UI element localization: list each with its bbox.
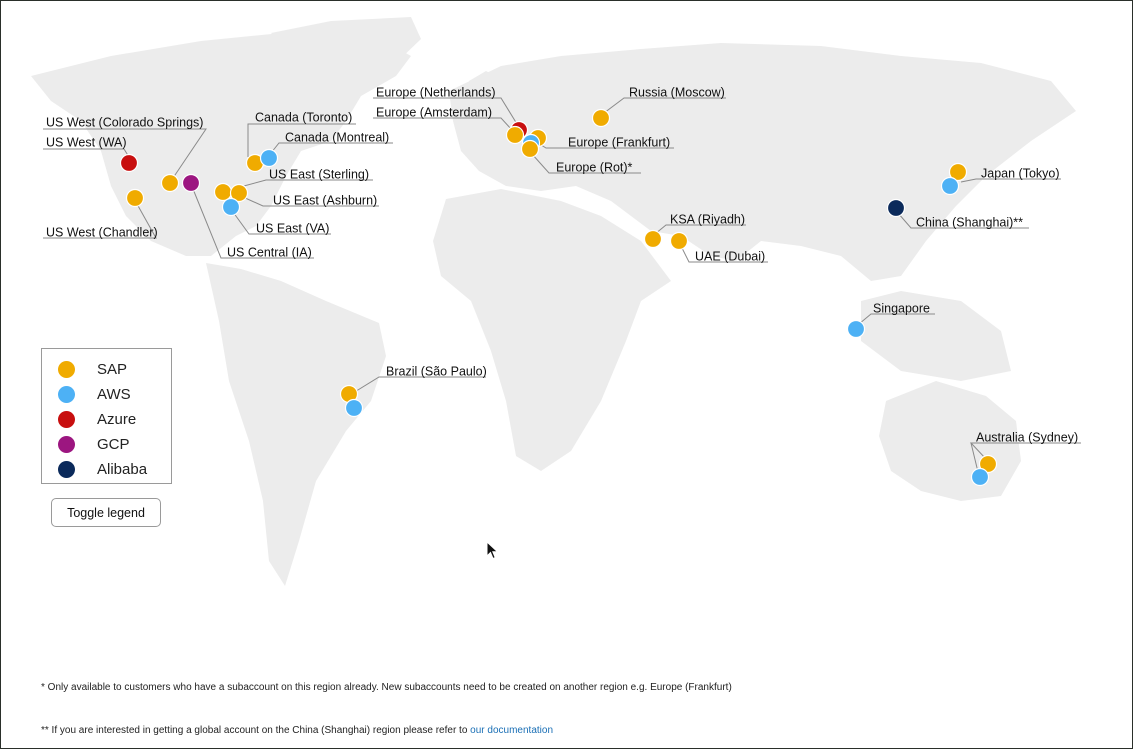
region-label-singapore: Singapore	[873, 301, 930, 315]
region-label-us-west-colorado: US West (Colorado Springs)	[46, 115, 203, 129]
region-label-australia-sydney: Australia (Sydney)	[976, 430, 1078, 444]
leader-line-canada-montreal	[270, 142, 393, 154]
leader-line-ksa-riyadh	[654, 224, 746, 235]
region-marker-us-west-colorado-sap[interactable]	[160, 173, 180, 193]
sap-dot-icon	[58, 360, 75, 378]
gcp-dot-icon	[58, 435, 75, 453]
documentation-link[interactable]: our documentation	[470, 725, 554, 736]
leader-line-brazil-sao-paulo	[352, 376, 486, 394]
region-marker-us-east-ashburn-sap[interactable]	[229, 183, 249, 203]
leader-line-us-east-ashburn	[242, 196, 379, 207]
provider-legend: SAP AWS Azure GCP Alibaba	[41, 348, 172, 484]
region-label-europe-frankfurt: Europe (Frankfurt)	[568, 135, 670, 149]
region-label-brazil-sao-paulo: Brazil (São Paulo)	[386, 364, 487, 378]
leader-line-uae-dubai	[680, 245, 768, 263]
legend-label: AWS	[97, 385, 131, 403]
region-label-russia-moscow: Russia (Moscow)	[629, 85, 725, 99]
landmass-0	[31, 31, 411, 256]
region-leader-lines	[43, 97, 1081, 473]
toggle-legend-button[interactable]: Toggle legend	[51, 498, 161, 527]
leader-line-us-west-colorado	[43, 128, 207, 179]
region-label-china-shanghai: China (Shanghai)**	[916, 215, 1023, 229]
region-label-us-west-wa: US West (WA)	[46, 135, 127, 149]
region-marker-brazil-sao-paulo-aws[interactable]	[344, 398, 364, 418]
leader-line-canada-toronto	[247, 123, 356, 157]
landmass-1	[271, 17, 421, 73]
landmass-2	[206, 263, 386, 586]
region-marker-australia-sydney-aws[interactable]	[970, 467, 990, 487]
region-marker-us-west-chandler-sap[interactable]	[125, 188, 145, 208]
region-marker-us-east-sterling-sap[interactable]	[213, 182, 233, 202]
legend-item-gcp: GCP	[42, 434, 130, 454]
world-landmass	[31, 17, 1076, 586]
leader-line-japan-tokyo	[960, 178, 1061, 183]
leader-line-europe-netherlands	[373, 97, 518, 125]
leader-line-singapore	[858, 313, 935, 325]
region-label-canada-toronto: Canada (Toronto)	[255, 110, 352, 124]
leader-line-russia-moscow	[603, 97, 726, 114]
footnote-shanghai: ** If you are interested in getting a gl…	[41, 725, 553, 736]
leader-line-us-east-va	[232, 211, 331, 235]
region-marker-russia-moscow-sap[interactable]	[591, 108, 611, 128]
region-marker-japan-tokyo-aws[interactable]	[940, 176, 960, 196]
legend-label: SAP	[97, 360, 128, 378]
legend-label: Alibaba	[97, 460, 148, 478]
region-label-japan-tokyo: Japan (Tokyo)	[981, 166, 1060, 180]
region-marker-us-west-wa-azure[interactable]	[119, 153, 139, 173]
region-marker-europe-amsterdam-sap[interactable]	[505, 125, 525, 145]
leader-line-europe-amsterdam	[373, 117, 513, 131]
region-labels: US West (Colorado Springs) US West (WA) US…	[46, 85, 1078, 444]
legend-label: Azure	[97, 410, 137, 428]
landmass-3	[449, 43, 1076, 281]
region-label-canada-montreal: Canada (Montreal)	[285, 130, 389, 144]
region-marker-china-shanghai-alibaba[interactable]	[886, 198, 906, 218]
region-marker-japan-tokyo-sap[interactable]	[948, 162, 968, 182]
region-marker-canada-montreal-aws[interactable]	[259, 148, 279, 168]
region-marker-singapore-aws[interactable]	[846, 319, 866, 339]
region-marker-ksa-riyadh-sap[interactable]	[643, 229, 663, 249]
region-label-europe-netherlands: Europe (Netherlands)	[376, 85, 496, 99]
region-marker-australia-sydney-sap[interactable]	[978, 454, 998, 474]
region-label-europe-amsterdam: Europe (Amsterdam)	[376, 105, 492, 119]
legend-label: GCP	[97, 435, 130, 453]
footnote-rot: * Only available to customers who have a…	[41, 682, 732, 693]
leader-line-australia-sydney-aws	[970, 442, 979, 473]
alibaba-dot-icon	[58, 460, 75, 478]
legend-item-alibaba: Alibaba	[42, 459, 147, 479]
leader-line-china-shanghai	[897, 212, 1029, 229]
region-label-us-central-ia: US Central (IA)	[227, 245, 312, 259]
region-label-us-west-chandler: US West (Chandler)	[46, 225, 158, 239]
region-label-us-east-ashburn: US East (Ashburn)	[273, 193, 377, 207]
footnote-shanghai-text: ** If you are interested in getting a gl…	[41, 725, 471, 736]
region-label-europe-rot: Europe (Rot)*	[556, 160, 633, 174]
leader-line-us-central-ia	[192, 188, 314, 259]
region-marker-us-central-ia-gcp[interactable]	[181, 173, 201, 193]
region-markers[interactable]	[119, 108, 998, 487]
region-label-us-east-va: US East (VA)	[256, 221, 329, 235]
landmass-8	[469, 71, 501, 97]
azure-dot-icon	[58, 410, 75, 428]
region-label-ksa-riyadh: KSA (Riyadh)	[670, 212, 745, 226]
mouse-pointer-icon	[486, 541, 499, 560]
region-marker-uae-dubai-sap[interactable]	[669, 231, 689, 251]
landmass-4	[433, 189, 671, 471]
region-marker-europe-rot-sap[interactable]	[520, 139, 540, 159]
region-label-uae-dubai: UAE (Dubai)	[695, 249, 765, 263]
region-label-us-east-sterling: US East (Sterling)	[269, 167, 369, 181]
legend-item-aws: AWS	[42, 384, 131, 404]
legend-item-sap: SAP	[42, 359, 127, 379]
region-marker-us-east-va-aws[interactable]	[221, 197, 241, 217]
leader-line-us-west-chandler	[43, 203, 157, 239]
aws-dot-icon	[58, 385, 75, 403]
legend-item-azure: Azure	[42, 409, 136, 429]
leader-line-europe-rot	[531, 153, 641, 174]
